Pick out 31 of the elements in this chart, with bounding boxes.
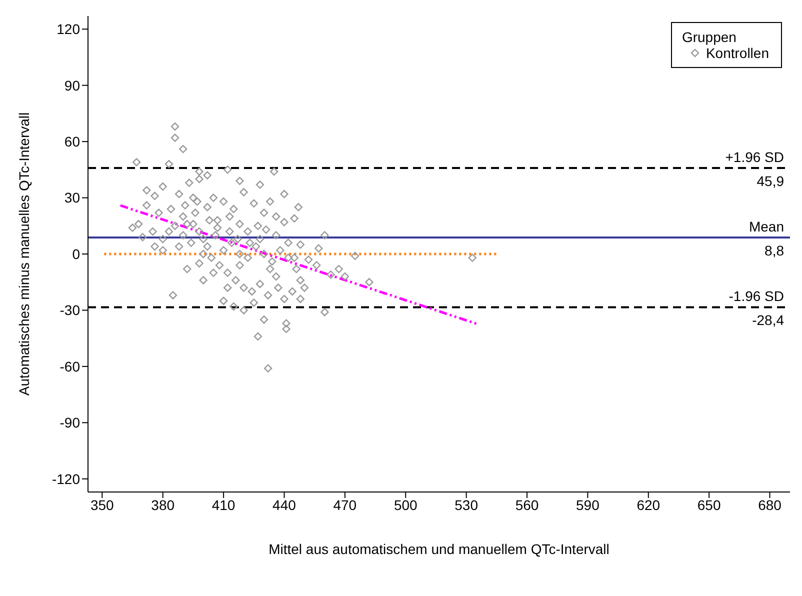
x-axis-title: Mittel aus automatischem und manuellem QTc-Intervall xyxy=(268,540,610,557)
x-tick-label: 380 xyxy=(151,496,175,513)
y-tick-label: -120 xyxy=(52,470,80,487)
y-tick-label: 30 xyxy=(64,190,80,206)
x-tick-label: 470 xyxy=(333,496,357,513)
ref-line-label: -1.96 SD xyxy=(728,288,784,304)
x-tick-label: 500 xyxy=(394,496,418,513)
legend-title: Gruppen xyxy=(682,29,738,45)
x-tick-label: 590 xyxy=(576,496,600,513)
x-tick-label: 650 xyxy=(697,496,721,513)
y-tick-label: 60 xyxy=(64,134,80,150)
x-tick-label: 620 xyxy=(636,496,660,513)
x-tick-label: 410 xyxy=(212,496,236,513)
y-tick-label: 120 xyxy=(56,21,80,38)
y-axis-title: Automatisches minus manuelles QTc-Intervall xyxy=(16,112,32,396)
annotation: -28,4 xyxy=(752,312,784,328)
y-tick-label: -90 xyxy=(60,414,80,431)
legend-label: Kontrollen xyxy=(706,45,769,61)
ref-line-label: +1.96 SD xyxy=(725,148,784,165)
y-tick-label: -30 xyxy=(60,302,80,318)
annotation: 45,9 xyxy=(756,172,784,189)
annotation: 8,8 xyxy=(764,242,784,259)
y-tick-label: 90 xyxy=(64,77,80,94)
ref-line-label: Mean xyxy=(748,218,784,235)
y-tick-label: -60 xyxy=(60,358,80,374)
x-tick-label: 440 xyxy=(272,496,296,513)
y-tick-label: 0 xyxy=(72,246,80,262)
x-tick-label: 350 xyxy=(90,496,114,513)
x-tick-label: 530 xyxy=(454,496,478,513)
x-tick-label: 560 xyxy=(515,496,539,513)
x-tick-label: 680 xyxy=(758,496,782,513)
